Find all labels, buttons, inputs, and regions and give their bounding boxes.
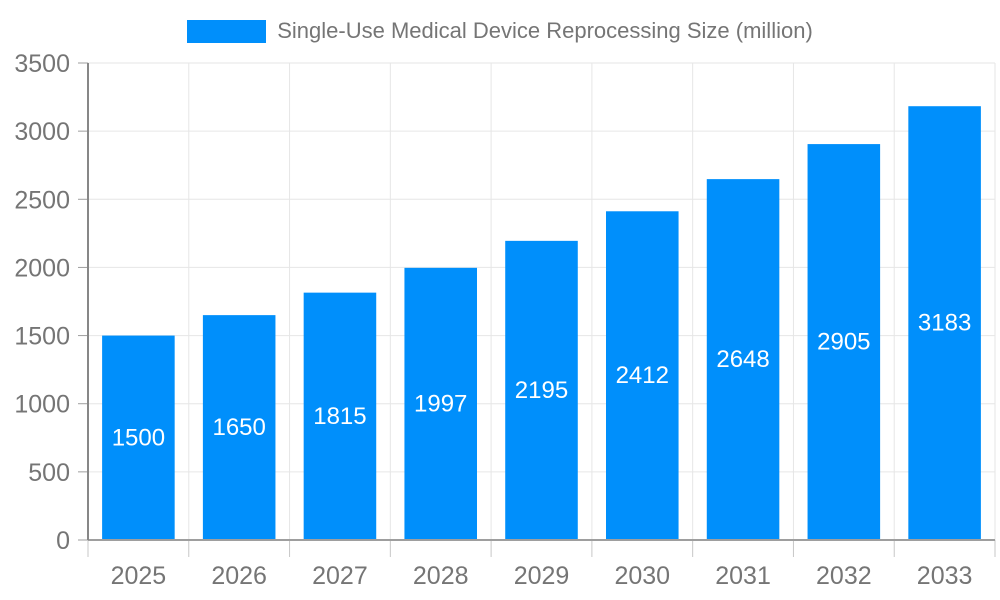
x-axis-label: 2028 <box>413 562 469 590</box>
bar-value-label: 2905 <box>817 329 870 356</box>
bar-value-label: 2412 <box>616 362 669 389</box>
x-axis-label: 2029 <box>514 562 570 590</box>
y-axis-label: 3000 <box>14 118 70 146</box>
x-axis-label: 2026 <box>211 562 267 590</box>
bar-2025[interactable] <box>102 335 175 540</box>
x-axis-label: 2033 <box>917 562 973 590</box>
x-axis-label: 2027 <box>312 562 368 590</box>
bar-2033[interactable] <box>908 106 981 540</box>
bar-2027[interactable] <box>303 292 377 540</box>
bar-value-label: 2195 <box>515 377 568 404</box>
bar-value-label: 1815 <box>313 403 366 430</box>
bar-2026[interactable] <box>202 315 276 540</box>
bar-2031[interactable] <box>706 179 780 541</box>
bar-value-label: 2648 <box>716 346 769 373</box>
y-axis-label: 2000 <box>14 254 70 282</box>
y-axis-label: 1000 <box>14 391 70 419</box>
x-axis-label: 2032 <box>816 562 872 590</box>
bar-value-label: 1997 <box>414 390 467 417</box>
bar-value-label: 3183 <box>918 310 971 337</box>
x-axis-label: 2030 <box>614 562 670 590</box>
x-axis-label: 2031 <box>715 562 771 590</box>
bar-2030[interactable] <box>605 211 679 540</box>
y-axis-label: 500 <box>28 459 70 487</box>
y-axis-label: 3500 <box>14 50 70 78</box>
bar-value-label: 1500 <box>112 424 165 451</box>
y-axis-label: 0 <box>56 527 70 555</box>
bar-2032[interactable] <box>807 144 881 540</box>
legend-item[interactable]: Single-Use Medical Device Reprocessing S… <box>0 18 1000 44</box>
y-axis-label: 1500 <box>14 323 70 351</box>
bar-2028[interactable] <box>404 267 478 540</box>
legend-series-label: Single-Use Medical Device Reprocessing S… <box>277 18 813 43</box>
x-axis-label: 2025 <box>111 562 167 590</box>
bar-value-label: 1650 <box>212 414 265 441</box>
y-axis-label: 2500 <box>14 186 70 214</box>
bar-2029[interactable] <box>505 240 578 541</box>
legend-marker-swatch <box>187 19 267 43</box>
